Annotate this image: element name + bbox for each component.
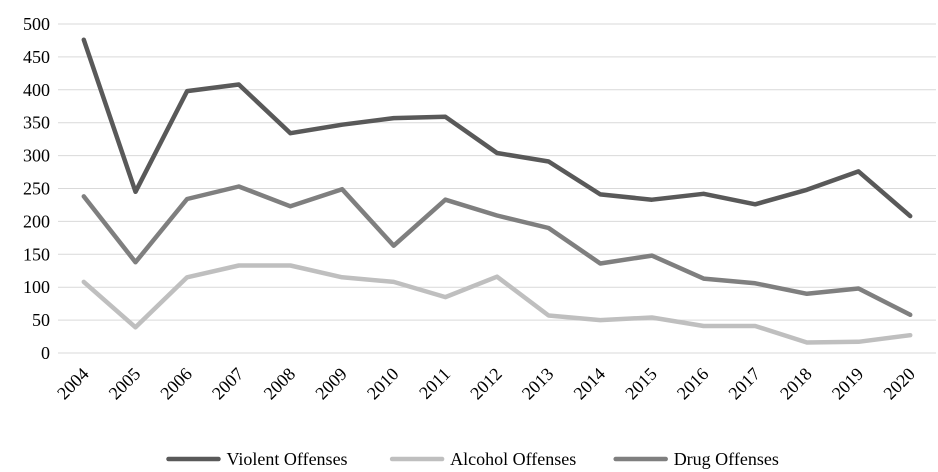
x-tick-label: 2016	[673, 364, 713, 404]
y-tick-label: 250	[23, 179, 50, 199]
series-lines	[81, 37, 913, 345]
x-tick-label: 2010	[363, 364, 403, 404]
series-line-drug-offenses	[81, 184, 913, 318]
x-tick-label: 2015	[621, 364, 661, 404]
x-tick-label: 2013	[518, 364, 558, 404]
y-tick-label: 300	[23, 146, 50, 166]
x-tick-label: 2014	[570, 364, 610, 404]
y-tick-label: 450	[23, 47, 50, 67]
x-tick-label: 2019	[828, 364, 868, 404]
legend-label: Alcohol Offenses	[450, 449, 576, 469]
x-axis: 2004 2005 2006 2007 2008 2009 2010 2011 2012 2013…	[53, 364, 919, 404]
series-line-violent-offenses	[81, 37, 913, 219]
x-tick-label: 2020	[879, 364, 919, 404]
y-tick-label: 100	[23, 277, 50, 297]
y-axis: 0 50 100 150 200 250 300 350 400 450 500	[23, 14, 50, 363]
y-tick-label: 0	[41, 343, 50, 363]
x-tick-label: 2006	[156, 364, 196, 404]
gridlines	[58, 23, 936, 354]
x-tick-label: 2012	[466, 364, 506, 404]
x-tick-label: 2017	[724, 364, 764, 404]
x-tick-label: 2008	[260, 364, 300, 404]
y-tick-label: 50	[32, 310, 50, 330]
y-tick-label: 400	[23, 80, 50, 100]
x-tick-label: 2009	[311, 364, 351, 404]
y-tick-label: 350	[23, 113, 50, 133]
legend: Violent Offenses Alcohol Offenses Drug Off…	[166, 449, 779, 469]
x-tick-label: 2005	[105, 364, 145, 404]
y-tick-label: 200	[23, 211, 50, 231]
x-tick-label: 2007	[208, 364, 248, 404]
series-line-alcohol-offenses	[81, 263, 913, 345]
x-tick-label: 2018	[776, 364, 816, 404]
legend-label: Drug Offenses	[674, 449, 779, 469]
x-tick-label: 2011	[415, 364, 454, 403]
y-tick-label: 150	[23, 244, 50, 264]
legend-label: Violent Offenses	[227, 449, 348, 469]
y-tick-label: 500	[23, 14, 50, 34]
x-tick-label: 2004	[53, 364, 93, 404]
